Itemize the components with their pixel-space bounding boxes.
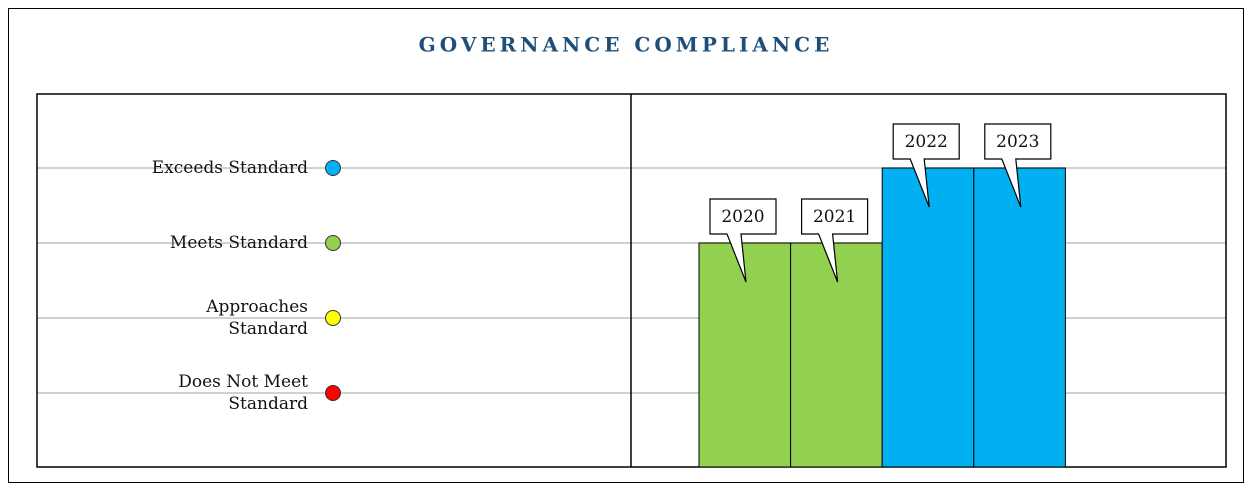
level-dot: [325, 385, 341, 401]
bar-label: 2022: [905, 132, 948, 152]
callout-box: [801, 198, 869, 283]
callout-box: [892, 123, 960, 208]
bar-label: 2021: [813, 207, 856, 227]
bar-label: 2020: [721, 207, 764, 227]
y-tick-label: Meets Standard: [169, 233, 308, 253]
bar: [881, 167, 975, 468]
bar: [973, 167, 1066, 468]
callout-box: [984, 123, 1052, 208]
y-tick-label: Approaches Standard: [206, 297, 308, 339]
level-dot: [325, 235, 341, 251]
level-dot: [325, 160, 341, 176]
callout-box: [709, 198, 777, 283]
bar-label: 2023: [996, 132, 1039, 152]
level-dot: [325, 310, 341, 326]
chart-title: GOVERNANCE COMPLIANCE: [419, 33, 834, 57]
y-tick-label: Does Not Meet Standard: [178, 372, 308, 414]
y-tick-label: Exceeds Standard: [151, 158, 308, 178]
